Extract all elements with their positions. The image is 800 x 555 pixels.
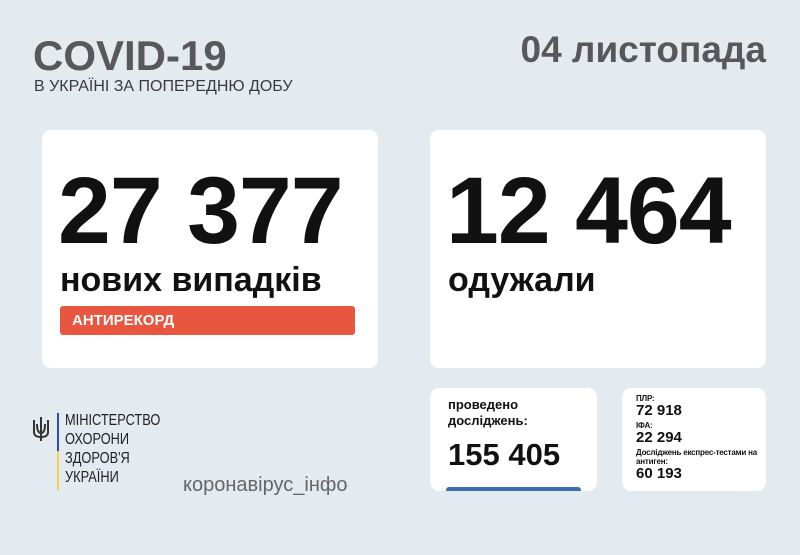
trident-icon: [33, 417, 49, 441]
tests-label-2: досліджень:: [448, 413, 528, 428]
ministry-line: ЗДОРОВ'Я: [65, 450, 130, 467]
new-cases-label: нових випадків: [60, 261, 322, 299]
pcr-label: ПЛР:: [636, 394, 655, 403]
page-title: COVID-19: [33, 32, 227, 79]
hashtag-text: коронавірус_інфо: [183, 474, 348, 496]
recovered-label: одужали: [448, 261, 596, 299]
page-subtitle: В УКРАЇНІ ЗА ПОПЕРЕДНЮ ДОБУ: [34, 78, 293, 95]
ministry-logo-text: МІНІСТЕРСТВО ОХОРОНИ ЗДОРОВ'Я УКРАЇНИ: [65, 411, 160, 487]
breakdown-card: ПЛР: 72 918 ІФА: 22 294 Досліджень експр…: [622, 388, 766, 491]
antigen-label: Досліджень експрес-тестами на антиген:: [636, 448, 757, 466]
recovered-value: 12 464: [446, 158, 732, 264]
new-cases-card: 27 377 нових випадків АНТИРЕКОРД: [42, 130, 378, 368]
ministry-line: УКРАЇНИ: [65, 469, 119, 486]
flag-stripe-yellow: [57, 451, 59, 490]
ifa-label: ІФА:: [636, 421, 653, 430]
tests-card: проведено досліджень: 155 405: [430, 388, 597, 491]
tests-accent-bar: [446, 487, 581, 491]
ifa-value: 22 294: [636, 429, 682, 446]
antigen-value: 60 193: [636, 465, 682, 482]
record-badge: АНТИРЕКОРД: [60, 306, 355, 335]
flag-stripe-blue: [57, 413, 59, 451]
recovered-card: 12 464 одужали: [430, 130, 766, 368]
report-date: 04 листопада: [520, 29, 767, 70]
pcr-value: 72 918: [636, 402, 682, 419]
ministry-line: МІНІСТЕРСТВО: [65, 412, 161, 429]
new-cases-value: 27 377: [58, 158, 344, 264]
tests-value: 155 405: [448, 437, 561, 472]
ministry-line: ОХОРОНИ: [65, 431, 130, 448]
tests-label-1: проведено: [448, 397, 519, 412]
